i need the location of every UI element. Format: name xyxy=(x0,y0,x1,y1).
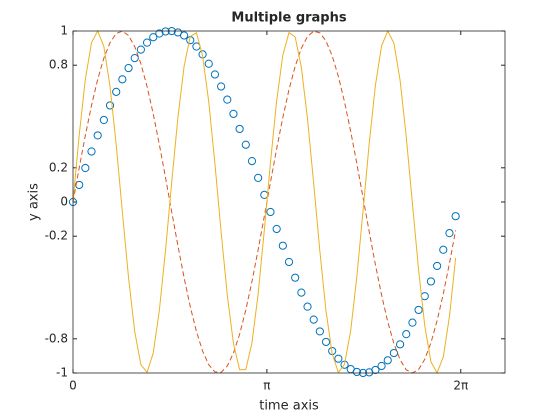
plot-frame xyxy=(72,30,506,374)
data-point xyxy=(309,315,318,324)
data-point xyxy=(315,327,324,336)
data-point xyxy=(87,147,96,156)
data-point xyxy=(266,207,275,217)
y-tick-label: 0.2 xyxy=(49,160,68,174)
x-axis-label: time axis xyxy=(259,399,319,414)
data-line xyxy=(72,29,457,375)
data-point xyxy=(130,54,139,63)
data-point xyxy=(284,257,294,267)
y-tick-label: 1 xyxy=(60,24,68,38)
y-tick-label: -1 xyxy=(56,366,68,380)
y-tick-label: -0.8 xyxy=(45,331,68,345)
data-point xyxy=(99,115,108,125)
data-point xyxy=(229,109,238,118)
data-point xyxy=(142,38,152,47)
x-tick-label: 2π xyxy=(453,379,468,393)
data-point xyxy=(136,45,145,54)
data-point xyxy=(408,318,417,327)
data-point xyxy=(426,277,436,286)
data-point xyxy=(217,82,226,91)
data-point xyxy=(235,124,244,134)
data-point xyxy=(445,229,454,238)
y-axis-label: y axis xyxy=(27,183,42,221)
data-point xyxy=(352,367,361,377)
chart-title: Multiple graphs xyxy=(231,11,346,26)
data-point xyxy=(272,224,281,234)
data-point xyxy=(124,63,133,73)
data-point xyxy=(210,70,220,79)
data-point xyxy=(93,131,102,140)
data-point xyxy=(112,87,121,96)
x-tick-label: 0 xyxy=(69,379,77,393)
data-point xyxy=(377,361,386,371)
data-point xyxy=(451,212,460,221)
x-tick-label: π xyxy=(263,379,270,393)
data-line xyxy=(72,30,457,374)
data-point xyxy=(389,348,399,358)
data-point xyxy=(371,365,380,375)
y-tick-label: -0.2 xyxy=(45,229,68,243)
data-point xyxy=(118,75,127,84)
data-point xyxy=(291,273,300,282)
data-point xyxy=(439,245,448,254)
y-tick-label: 0.8 xyxy=(49,58,68,72)
data-point xyxy=(204,59,213,68)
data-point xyxy=(223,95,232,104)
data-point xyxy=(247,156,257,166)
data-point xyxy=(334,354,343,363)
data-point xyxy=(340,360,349,369)
data-point xyxy=(433,261,442,271)
data-point xyxy=(149,33,158,42)
data-point xyxy=(414,305,423,315)
data-point xyxy=(402,330,411,339)
data-point xyxy=(321,337,331,347)
data-point xyxy=(81,163,90,173)
data-point xyxy=(161,27,170,36)
plot-area xyxy=(73,31,505,373)
data-point xyxy=(105,101,115,110)
data-point xyxy=(254,173,263,182)
data-point xyxy=(241,140,250,149)
data-point xyxy=(179,31,189,40)
data-point xyxy=(303,302,312,311)
data-point xyxy=(383,356,392,365)
y-tick-label: 0 xyxy=(60,195,68,209)
data-point xyxy=(75,180,84,190)
data-point xyxy=(395,340,405,349)
data-point xyxy=(278,241,287,250)
data-point xyxy=(297,288,306,297)
